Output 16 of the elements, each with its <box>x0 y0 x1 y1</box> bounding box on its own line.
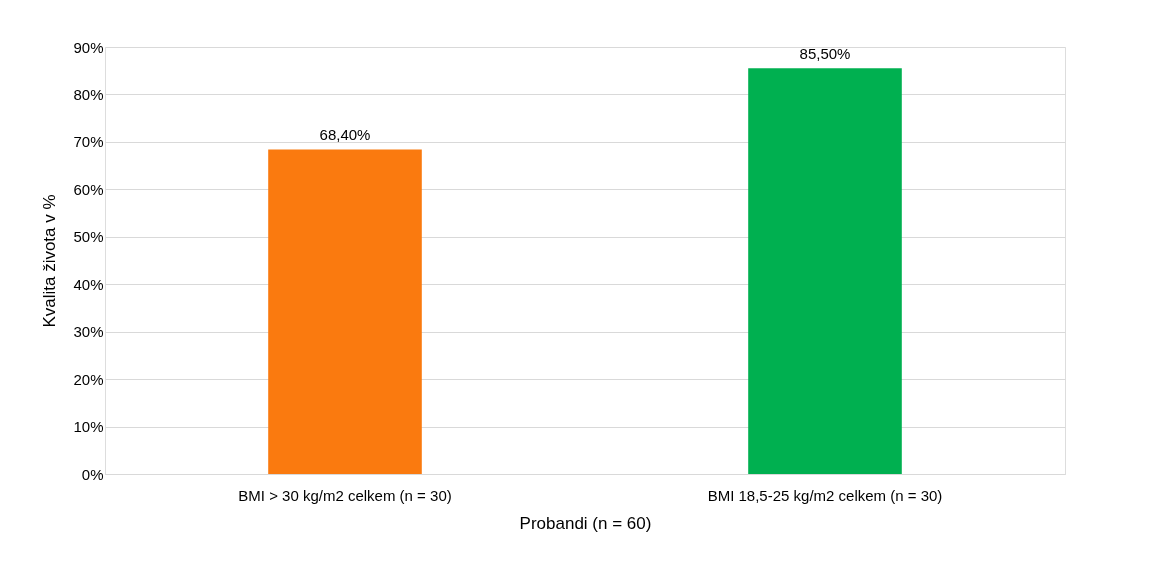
data-label: 85,50% <box>799 45 851 63</box>
y-tick-label: 20% <box>73 370 104 388</box>
x-tick-label: BMI 18,5-25 kg/m2 celkem (n = 30) <box>707 486 943 504</box>
y-tick-label: 90% <box>73 38 104 56</box>
y-tick-label: 50% <box>73 228 104 246</box>
y-tick-label: 80% <box>73 85 104 103</box>
y-axis-title: Kvalita života v % <box>40 194 60 328</box>
y-tick-label: 40% <box>73 275 104 293</box>
y-tick-label: 30% <box>73 323 104 341</box>
data-label: 68,40% <box>319 126 371 144</box>
x-tick-label: BMI > 30 kg/m2 celkem (n = 30) <box>238 486 452 504</box>
y-tick-label: 10% <box>73 418 104 436</box>
y-tick-label: 0% <box>81 465 104 483</box>
y-tick-label: 60% <box>73 180 104 198</box>
y-tick-label: 70% <box>73 133 104 151</box>
x-axis-title: Probandi (n = 60) <box>519 513 652 533</box>
